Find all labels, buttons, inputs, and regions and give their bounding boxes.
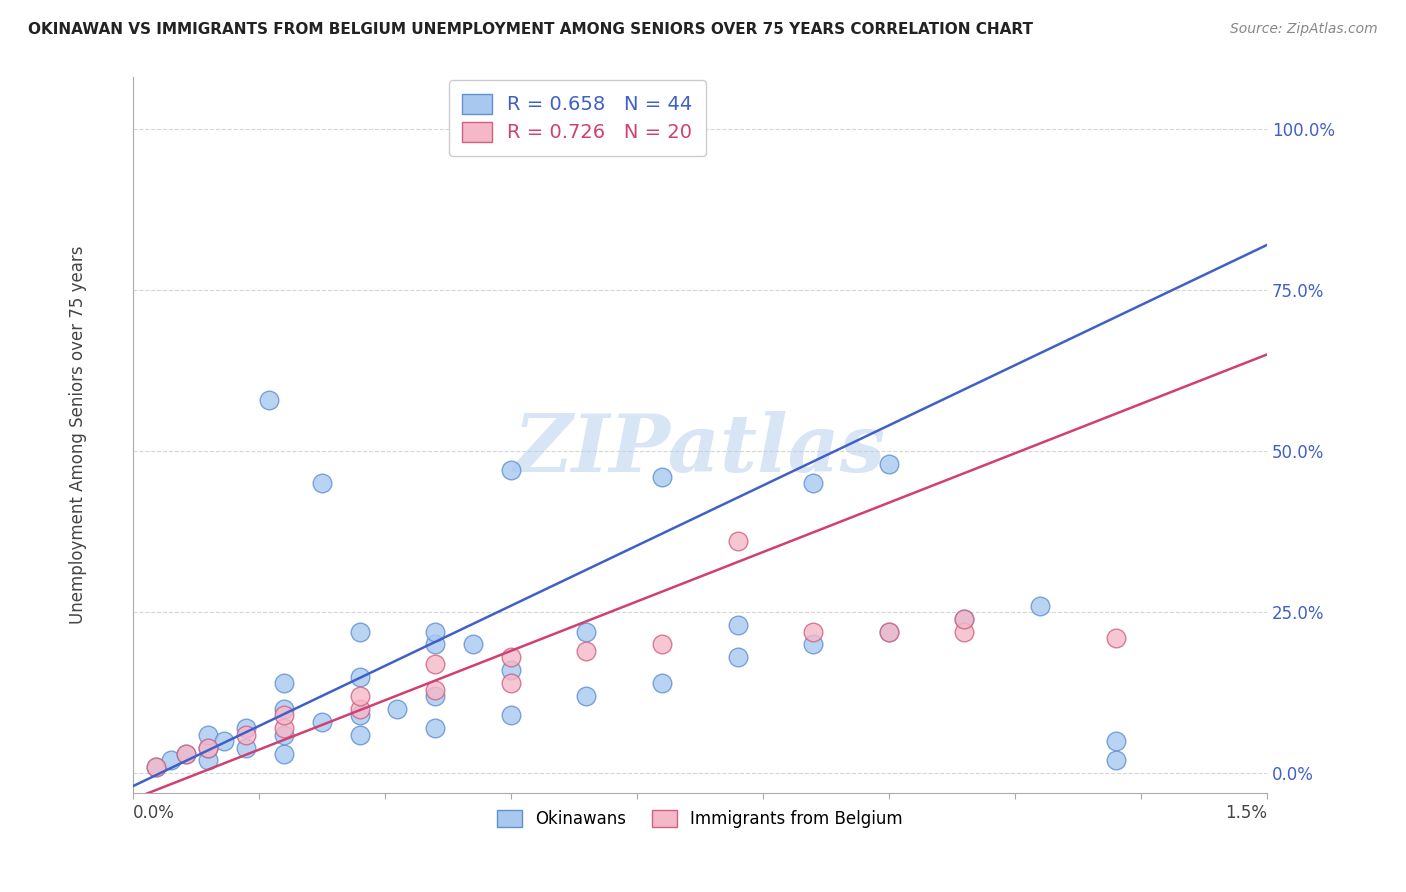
Point <box>197 740 219 755</box>
Point <box>801 637 824 651</box>
Point <box>425 721 447 735</box>
Point <box>499 663 522 677</box>
Point <box>651 676 673 690</box>
Point <box>174 747 197 761</box>
Point <box>197 754 219 768</box>
Point <box>311 476 333 491</box>
Point <box>499 463 522 477</box>
Point <box>349 670 371 684</box>
Text: ZIPatlas: ZIPatlas <box>513 410 886 488</box>
Text: Source: ZipAtlas.com: Source: ZipAtlas.com <box>1230 22 1378 37</box>
Point <box>651 470 673 484</box>
Point <box>159 754 181 768</box>
Point <box>425 682 447 697</box>
Point <box>273 721 295 735</box>
Point <box>499 650 522 665</box>
Point <box>349 689 371 703</box>
Point <box>801 476 824 491</box>
Text: 0.0%: 0.0% <box>132 804 174 822</box>
Point <box>257 392 280 407</box>
Point <box>425 689 447 703</box>
Point <box>1105 631 1128 645</box>
Point <box>349 624 371 639</box>
Point <box>235 721 257 735</box>
Point <box>953 612 976 626</box>
Text: 1.5%: 1.5% <box>1225 804 1267 822</box>
Point <box>349 708 371 723</box>
Point <box>877 624 900 639</box>
Point <box>212 734 235 748</box>
Point <box>727 650 749 665</box>
Point <box>349 728 371 742</box>
Point <box>1105 754 1128 768</box>
Point <box>235 728 257 742</box>
Point <box>575 689 598 703</box>
Text: OKINAWAN VS IMMIGRANTS FROM BELGIUM UNEMPLOYMENT AMONG SENIORS OVER 75 YEARS COR: OKINAWAN VS IMMIGRANTS FROM BELGIUM UNEM… <box>28 22 1033 37</box>
Point <box>877 624 900 639</box>
Point <box>273 702 295 716</box>
Point <box>425 637 447 651</box>
Point <box>235 740 257 755</box>
Legend: Okinawans, Immigrants from Belgium: Okinawans, Immigrants from Belgium <box>491 803 910 834</box>
Point <box>727 534 749 549</box>
Point <box>575 644 598 658</box>
Point <box>575 624 598 639</box>
Point <box>387 702 409 716</box>
Point <box>953 612 976 626</box>
Y-axis label: Unemployment Among Seniors over 75 years: Unemployment Among Seniors over 75 years <box>69 246 87 624</box>
Point <box>145 760 167 774</box>
Point <box>273 676 295 690</box>
Point <box>197 728 219 742</box>
Point <box>425 624 447 639</box>
Point <box>273 728 295 742</box>
Point <box>801 624 824 639</box>
Point <box>651 637 673 651</box>
Point <box>953 624 976 639</box>
Point <box>727 618 749 632</box>
Point <box>1029 599 1052 613</box>
Point <box>174 747 197 761</box>
Point <box>197 740 219 755</box>
Point <box>311 714 333 729</box>
Point <box>145 760 167 774</box>
Point <box>499 708 522 723</box>
Point <box>499 676 522 690</box>
Point <box>877 457 900 471</box>
Point <box>575 122 598 136</box>
Point <box>349 702 371 716</box>
Point <box>461 637 484 651</box>
Point <box>425 657 447 671</box>
Point <box>273 747 295 761</box>
Point <box>1105 734 1128 748</box>
Point <box>273 708 295 723</box>
